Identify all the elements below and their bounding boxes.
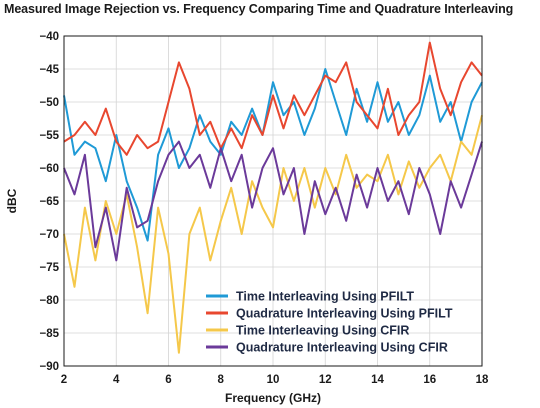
series-line-2 — [63, 41, 483, 156]
series-line-1 — [63, 68, 483, 242]
x-tick-label: 12 — [319, 374, 332, 386]
series-line-4 — [63, 140, 483, 262]
legend-label: Quadrature Interleaving Using CFIR — [236, 341, 448, 355]
series-group — [63, 41, 483, 354]
y-tick-label: −65 — [39, 196, 59, 208]
y-tick-label: −50 — [39, 97, 59, 109]
y-tick-label: −70 — [39, 229, 59, 241]
x-tick-label: 18 — [476, 374, 489, 386]
y-tick-label: −80 — [39, 295, 59, 307]
x-tick-label: 8 — [218, 374, 225, 386]
x-axis-title: Frequency (GHz) — [225, 391, 321, 405]
tick-labels: 2 4 6 8 10 12 14 16 18 −40 −45 −50 −55 −60 −65 −70 −75 −8… — [39, 31, 489, 386]
y-tick-label: −90 — [39, 361, 59, 373]
y-axis-title: dBC — [5, 188, 19, 213]
x-tick-label: 16 — [423, 374, 436, 386]
y-tick-label: −85 — [39, 328, 59, 340]
chart-title: Measured Image Rejection vs. Frequency C… — [4, 2, 514, 16]
x-tick-label: 4 — [113, 374, 120, 386]
y-tick-label: −55 — [39, 130, 59, 142]
x-tick-label: 10 — [267, 374, 280, 386]
y-tick-label: −60 — [39, 163, 59, 175]
x-tick-label: 6 — [165, 374, 171, 386]
plot-frame — [63, 35, 483, 367]
x-tick-label: 2 — [61, 374, 67, 386]
legend: Time Interleaving Using PFILT Quadrature … — [206, 290, 453, 355]
x-tick-label: 14 — [371, 374, 384, 386]
legend-label: Time Interleaving Using PFILT — [236, 290, 414, 304]
y-tick-label: −45 — [39, 64, 59, 76]
y-tick-label: −75 — [39, 262, 59, 274]
legend-label: Time Interleaving Using CFIR — [236, 324, 409, 338]
series-line-3 — [63, 114, 483, 354]
legend-label: Quadrature Interleaving Using PFILT — [236, 307, 453, 321]
y-tick-label: −40 — [39, 31, 59, 43]
